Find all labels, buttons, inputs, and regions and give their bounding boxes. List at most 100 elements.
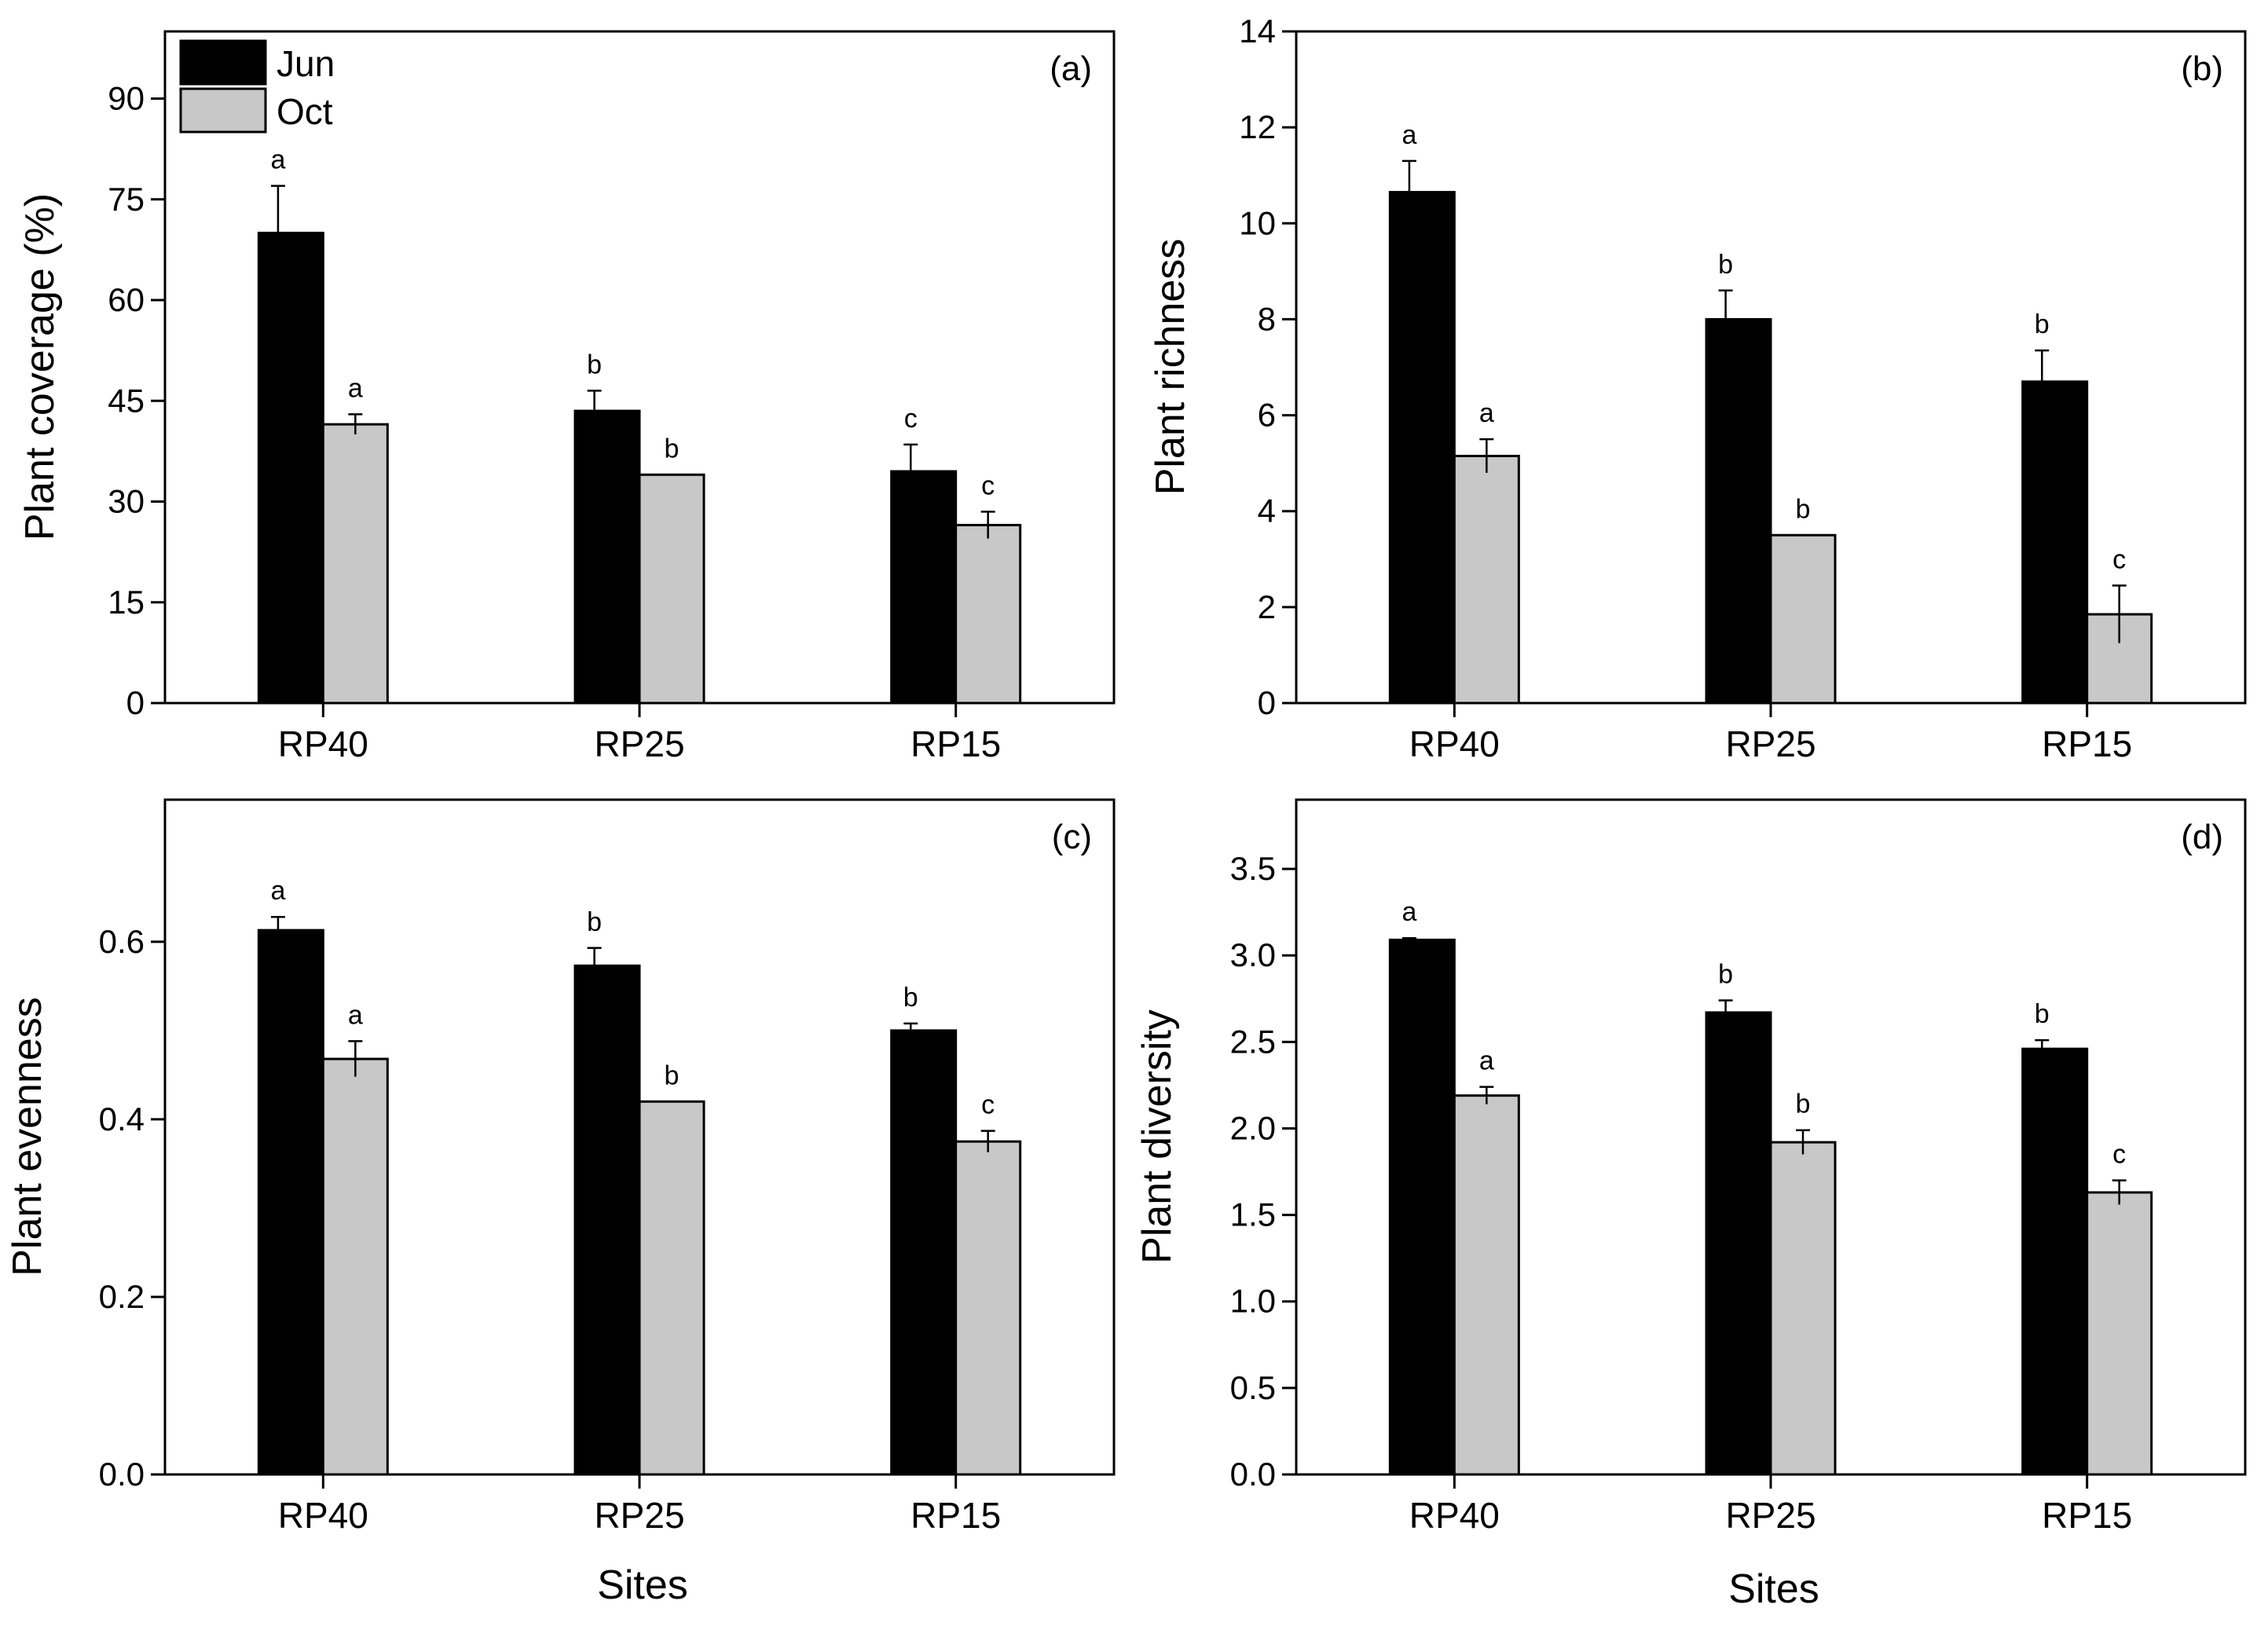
y-tick-label: 15 — [108, 584, 145, 621]
y-tick-label: 0.0 — [99, 1456, 145, 1493]
y-tick-label: 0.2 — [99, 1278, 145, 1315]
significance-letter: b — [1718, 959, 1733, 989]
y-tick-label: 6 — [1258, 397, 1276, 434]
x-tick-label: RP25 — [594, 1495, 684, 1536]
bar-jun-rp40 — [1388, 191, 1456, 705]
significance-letter: b — [587, 350, 602, 379]
significance-letter: c — [2112, 1140, 2126, 1170]
panel-d: 0.0 0.5 1.0 1.5 2.0 2.5 3.0 3.5 RP40 a a RP25 b b RP15… — [1134, 798, 2247, 1612]
significance-letter: a — [270, 145, 285, 175]
y-tick-label: 2.5 — [1230, 1023, 1276, 1060]
legend-swatch-jun — [179, 39, 267, 86]
y-axis-title: Plant richness — [1148, 239, 1193, 496]
significance-letter: c — [904, 404, 918, 434]
y-tick-label: 0.6 — [99, 923, 145, 960]
y-tick-label: 1.5 — [1230, 1196, 1276, 1233]
significance-letter: b — [2035, 999, 2050, 1029]
significance-letter: b — [1796, 494, 1811, 524]
bar-oct-rp15 — [954, 523, 1022, 705]
y-tick-label: 45 — [108, 382, 145, 419]
y-tick-label: 4 — [1258, 493, 1276, 529]
bar-jun-rp15 — [2021, 1047, 2089, 1476]
y-tick-label: 8 — [1258, 300, 1276, 337]
significance-letter: b — [665, 1060, 680, 1090]
bar-jun-rp40 — [1388, 938, 1456, 1476]
y-tick-label: 14 — [1239, 13, 1276, 49]
y-tick-label: 0.4 — [99, 1101, 145, 1137]
y-tick-label: 3.0 — [1230, 936, 1276, 973]
panel-label-a: (a) — [1050, 49, 1092, 88]
x-tick-label: RP15 — [910, 723, 1001, 764]
y-axis-title: Plant coverage (%) — [17, 193, 63, 540]
x-tick-label: RP40 — [278, 1495, 368, 1536]
bar-oct-rp15 — [954, 1140, 1022, 1476]
y-axis-title: Plant diversity — [1134, 1009, 1180, 1264]
bar-oct-rp25 — [1769, 1141, 1837, 1476]
x-tick-label: RP25 — [594, 723, 684, 764]
bar-jun-rp25 — [573, 964, 641, 1476]
y-tick-label: 1.0 — [1230, 1283, 1276, 1320]
x-tick-label: RP40 — [1409, 723, 1500, 764]
y-axis-title: Plant evenness — [5, 997, 50, 1277]
y-tick-label: 0 — [126, 684, 145, 721]
significance-letter: c — [981, 471, 995, 500]
bar-jun-rp25 — [1705, 317, 1772, 705]
bar-jun-rp15 — [2021, 380, 2089, 705]
significance-letter: b — [903, 983, 918, 1013]
significance-letter: b — [2035, 310, 2050, 339]
bar-oct-rp40 — [321, 423, 389, 705]
legend: Jun Oct — [179, 39, 335, 134]
bar-oct-rp25 — [638, 1100, 705, 1476]
x-axis-title: Sites — [597, 1562, 688, 1608]
bar-jun-rp25 — [573, 409, 641, 705]
bar-jun-rp40 — [257, 232, 324, 705]
significance-letter: b — [665, 434, 680, 463]
x-tick-label: RP25 — [1725, 723, 1815, 764]
significance-letter: a — [1479, 1046, 1494, 1076]
significance-letter: a — [270, 876, 285, 906]
x-tick-label: RP25 — [1725, 1495, 1815, 1536]
panel-b: 0 2 4 6 8 10 12 14 RP40 a a RP25 b b RP15 b c (b) Plant ri… — [1148, 13, 2247, 764]
y-tick-label: 90 — [108, 80, 145, 117]
bar-oct-rp25 — [1769, 533, 1837, 705]
bar-jun-rp40 — [257, 929, 324, 1476]
significance-letter: b — [1718, 250, 1733, 280]
x-tick-label: RP40 — [1409, 1495, 1500, 1536]
y-tick-label: 3.5 — [1230, 850, 1276, 887]
bar-jun-rp25 — [1705, 1011, 1772, 1476]
significance-letter: b — [1796, 1090, 1811, 1119]
legend-label-oct: Oct — [277, 91, 333, 132]
y-tick-label: 0 — [1258, 684, 1276, 721]
bar-oct-rp15 — [2086, 1191, 2153, 1476]
bar-oct-rp40 — [321, 1057, 389, 1476]
x-tick-label: RP15 — [2042, 1495, 2132, 1536]
panel-c: 0.0 0.2 0.4 0.6 RP40 a a RP25 b b RP15 b c (c) Plant e… — [5, 798, 1116, 1608]
bar-oct-rp25 — [638, 473, 705, 705]
bar-jun-rp15 — [890, 1029, 958, 1476]
panel-label-b: (b) — [2181, 49, 2223, 88]
significance-letter: c — [981, 1090, 995, 1120]
bar-oct-rp40 — [1453, 454, 1520, 705]
x-tick-label: RP15 — [910, 1495, 1001, 1536]
panel-label-d: (d) — [2181, 818, 2223, 856]
y-tick-label: 0.5 — [1230, 1369, 1276, 1406]
y-tick-label: 0.0 — [1230, 1456, 1276, 1493]
significance-letter: c — [2112, 544, 2126, 574]
x-axis-title: Sites — [1728, 1566, 1819, 1612]
x-tick-label: RP40 — [278, 723, 368, 764]
y-tick-label: 30 — [108, 483, 145, 520]
significance-letter: a — [348, 1000, 363, 1030]
significance-letter: a — [1401, 120, 1416, 150]
significance-letter: a — [348, 373, 363, 403]
y-tick-label: 2 — [1258, 588, 1276, 625]
significance-letter: a — [1479, 398, 1494, 428]
panel-label-c: (c) — [1052, 818, 1092, 856]
legend-swatch-oct — [179, 87, 267, 134]
y-tick-label: 60 — [108, 281, 145, 318]
significance-letter: b — [587, 907, 602, 937]
bar-oct-rp40 — [1453, 1094, 1520, 1476]
panel-a: 0 15 30 45 60 75 90 RP40 a a RP25 b b RP15 c c (a) Plant … — [17, 30, 1116, 764]
y-tick-label: 10 — [1239, 204, 1276, 241]
y-tick-label: 12 — [1239, 108, 1276, 145]
